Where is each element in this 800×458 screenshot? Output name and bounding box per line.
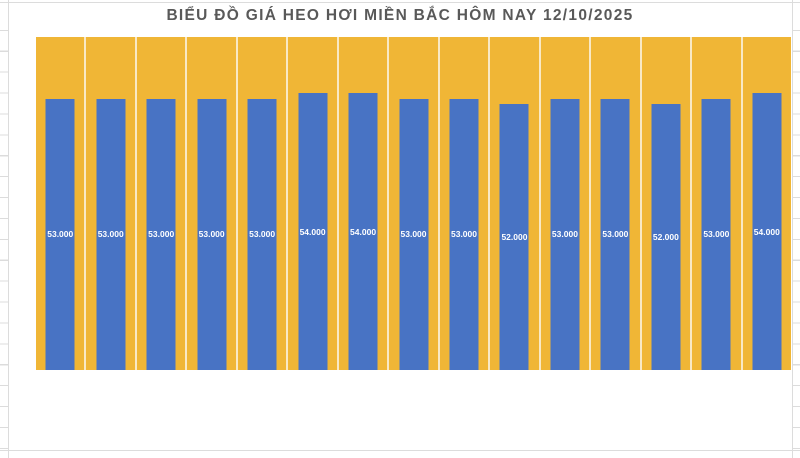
- bar-value-label: 53.000: [47, 229, 74, 240]
- bar: 53.000: [449, 98, 479, 370]
- bar-value-label: 53.000: [551, 229, 578, 240]
- bar-value-label: 53.000: [97, 229, 124, 240]
- bar-column: 53.000: [692, 37, 743, 370]
- bar-column: 52.000: [490, 37, 541, 370]
- bar-value-label: 52.000: [501, 231, 528, 242]
- bar-column: 52.000: [642, 37, 693, 370]
- bar: 53.000: [197, 98, 227, 370]
- bar-value-label: 53.000: [400, 229, 427, 240]
- bar: 53.000: [247, 98, 277, 370]
- bar: 52.000: [651, 103, 681, 370]
- bar-value-label: 52.000: [652, 231, 679, 242]
- bar-column: 53.000: [541, 37, 592, 370]
- bar: 53.000: [600, 98, 630, 370]
- worksheet-gridline-top: [0, 2, 800, 3]
- bar-column: 54.000: [743, 37, 791, 370]
- chart-title: BIỂU ĐỒ GIÁ HEO HƠI MIỀN BẮC HÔM NAY 12/…: [166, 7, 634, 24]
- worksheet-gridline-left: [8, 0, 9, 458]
- bar-value-label: 53.000: [703, 229, 730, 240]
- worksheet-gridline-bottom: [0, 450, 800, 451]
- bar: 53.000: [550, 98, 580, 370]
- bar-value-label: 54.000: [350, 226, 377, 237]
- bar-value-label: 53.000: [602, 229, 629, 240]
- bar-column: 53.000: [86, 37, 137, 370]
- bar-column: 53.000: [36, 37, 87, 370]
- bar-value-label: 54.000: [753, 226, 780, 237]
- worksheet-row-ticks-right: [792, 10, 800, 458]
- worksheet-row-ticks-left: [0, 10, 8, 458]
- bar-column: 53.000: [187, 37, 238, 370]
- bar-column: 53.000: [591, 37, 642, 370]
- plot-area: 53.000 53.000 53.000 53.000 53.000 54.000 54.0…: [36, 37, 791, 370]
- bar: 54.000: [348, 93, 378, 370]
- bar: 53.000: [96, 98, 126, 370]
- bar: 54.000: [752, 93, 782, 370]
- bar: 54.000: [298, 93, 328, 370]
- worksheet-gridline-right: [792, 0, 793, 458]
- bar-value-label: 53.000: [198, 229, 225, 240]
- bar-column: 54.000: [288, 37, 339, 370]
- bar: 52.000: [499, 103, 529, 370]
- bar: 53.000: [399, 98, 429, 370]
- bar-value-label: 53.000: [450, 229, 477, 240]
- bar: 53.000: [701, 98, 731, 370]
- bar-value-label: 54.000: [299, 226, 326, 237]
- bar-value-label: 53.000: [249, 229, 276, 240]
- bar-column: 53.000: [238, 37, 289, 370]
- bar-column: 53.000: [137, 37, 188, 370]
- bar-column: 54.000: [339, 37, 390, 370]
- bar-column: 53.000: [389, 37, 440, 370]
- x-axis-labels: CAO BẰNGTHÁI NGUYÊNLẠNG SƠNQUẢNG NINHBẮC…: [0, 370, 800, 458]
- bar: 53.000: [45, 98, 75, 370]
- bar-column: 53.000: [440, 37, 491, 370]
- bar-value-label: 53.000: [148, 229, 175, 240]
- bar: 53.000: [146, 98, 176, 370]
